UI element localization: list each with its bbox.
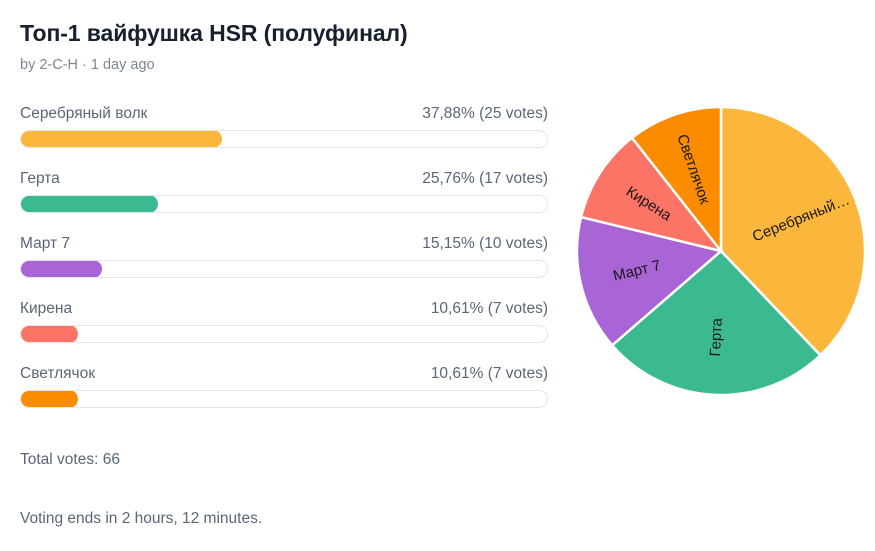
poll-option-head: Серебряный волк 37,88% (25 votes) xyxy=(20,104,548,123)
poll-option-bar-fill xyxy=(21,196,158,212)
poll-option-row[interactable]: Март 7 15,15% (10 votes) xyxy=(20,234,548,278)
poll-footer: Total votes: 66 Voting ends in 2 hours, … xyxy=(20,450,548,528)
poll-option-bar-fill xyxy=(21,326,79,342)
poll-option-label: Герта xyxy=(20,170,60,187)
poll-option-bar-track xyxy=(20,325,548,343)
poll-option-label: Серебряный волк xyxy=(20,105,148,122)
pie-slice[interactable] xyxy=(719,106,866,357)
poll-option-bar-fill xyxy=(21,391,79,407)
poll-option-stat: 15,15% (10 votes) xyxy=(422,235,548,252)
poll-option-bar-fill xyxy=(21,261,102,277)
poll-meta: by 2-C-H · 1 day ago xyxy=(20,57,155,73)
poll-option-row[interactable]: Светлячок 10,61% (7 votes) xyxy=(20,364,548,408)
poll-option-bar-track xyxy=(20,260,548,278)
page-title: Топ-1 вайфушка HSR (полуфинал) xyxy=(20,20,408,46)
poll-option-stat: 25,76% (17 votes) xyxy=(422,170,548,187)
total-votes-label: Total votes: 66 xyxy=(20,451,120,468)
voting-ends-label: Voting ends in 2 hours, 12 minutes. xyxy=(20,510,263,527)
poll-option-row[interactable]: Кирена 10,61% (7 votes) xyxy=(20,299,548,343)
pie-slice-label: Герта xyxy=(707,317,726,357)
poll-pie-chart: Серебряный… Герта Март 7 Кирена Светлячок xyxy=(576,106,866,396)
poll-option-bar-track xyxy=(20,390,548,408)
poll-option-row[interactable]: Герта 25,76% (17 votes) xyxy=(20,169,548,213)
pie-slice[interactable] xyxy=(579,136,725,254)
poll-option-head: Кирена 10,61% (7 votes) xyxy=(20,299,548,318)
poll-option-bar-track xyxy=(20,130,548,148)
poll-option-head: Март 7 15,15% (10 votes) xyxy=(20,234,548,253)
poll-option-label: Март 7 xyxy=(20,235,71,252)
poll-option-stat: 10,61% (7 votes) xyxy=(430,300,548,317)
poll-option-bar-track xyxy=(20,195,548,213)
poll-option-label: Кирена xyxy=(20,300,73,317)
poll-option-head: Герта 25,76% (17 votes) xyxy=(20,169,548,188)
pie-slice[interactable] xyxy=(630,106,723,255)
poll-option-row[interactable]: Серебряный волк 37,88% (25 votes) xyxy=(20,104,548,148)
poll-option-bar-fill xyxy=(21,131,222,147)
poll-option-label: Светлячок xyxy=(20,365,96,382)
poll-options-list: Серебряный волк 37,88% (25 votes) Герта 25,… xyxy=(20,104,548,408)
poll-option-stat: 37,88% (25 votes) xyxy=(422,105,548,122)
pie-slice[interactable] xyxy=(576,215,724,348)
poll-option-head: Светлячок 10,61% (7 votes) xyxy=(20,364,548,383)
poll-option-stat: 10,61% (7 votes) xyxy=(430,365,548,382)
pie-slice[interactable] xyxy=(610,249,823,396)
